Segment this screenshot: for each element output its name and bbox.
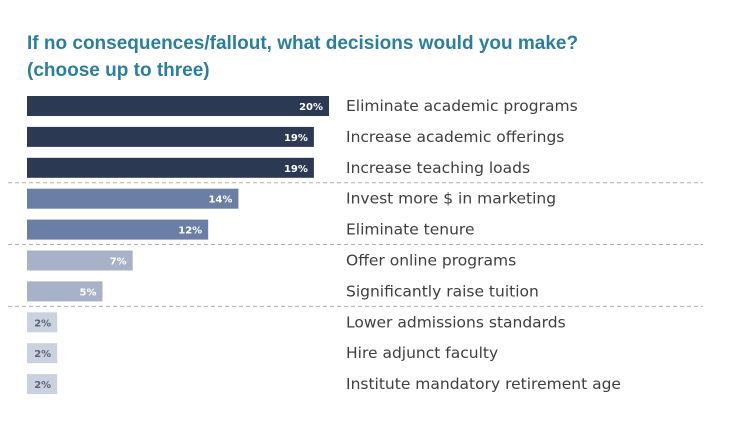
bar <box>27 281 103 302</box>
category-label: Eliminate academic programs <box>346 97 578 115</box>
category-label: Invest more $ in marketing <box>346 190 556 208</box>
bar-value-label: 5% <box>80 287 97 298</box>
bar <box>27 188 239 209</box>
category-label: Institute mandatory retirement age <box>346 375 621 393</box>
bar-value-label: 14% <box>208 195 232 206</box>
chart-title: If no consequences/fallout, what decisio… <box>27 33 579 54</box>
chart-title-block: If no consequences/fallout, what decisio… <box>27 30 578 84</box>
bar <box>27 219 209 240</box>
bar <box>27 312 58 333</box>
bar-value-label: 12% <box>178 226 202 237</box>
category-label: Lower admissions standards <box>346 313 566 331</box>
bar <box>27 126 314 147</box>
bar-value-label: 7% <box>110 257 127 268</box>
bar-value-label: 19% <box>284 133 308 144</box>
category-label: Increase teaching loads <box>346 159 530 177</box>
chart-subtitle: (choose up to three) <box>27 60 210 81</box>
bar-value-label: 20% <box>299 102 323 113</box>
bar <box>27 374 58 395</box>
bar <box>27 96 329 116</box>
category-label: Eliminate tenure <box>346 221 475 239</box>
category-label: Hire adjunct faculty <box>346 344 498 362</box>
category-label: Increase academic offerings <box>346 128 564 146</box>
category-label: Significantly raise tuition <box>346 282 539 300</box>
bar-value-label: 19% <box>284 164 308 175</box>
bar <box>27 250 133 271</box>
bar <box>27 343 58 364</box>
bar-value-label: 2% <box>34 380 51 391</box>
bar <box>27 157 314 178</box>
bar-value-label: 2% <box>34 349 51 360</box>
bar-value-label: 2% <box>34 318 51 329</box>
category-label: Offer online programs <box>346 252 516 270</box>
